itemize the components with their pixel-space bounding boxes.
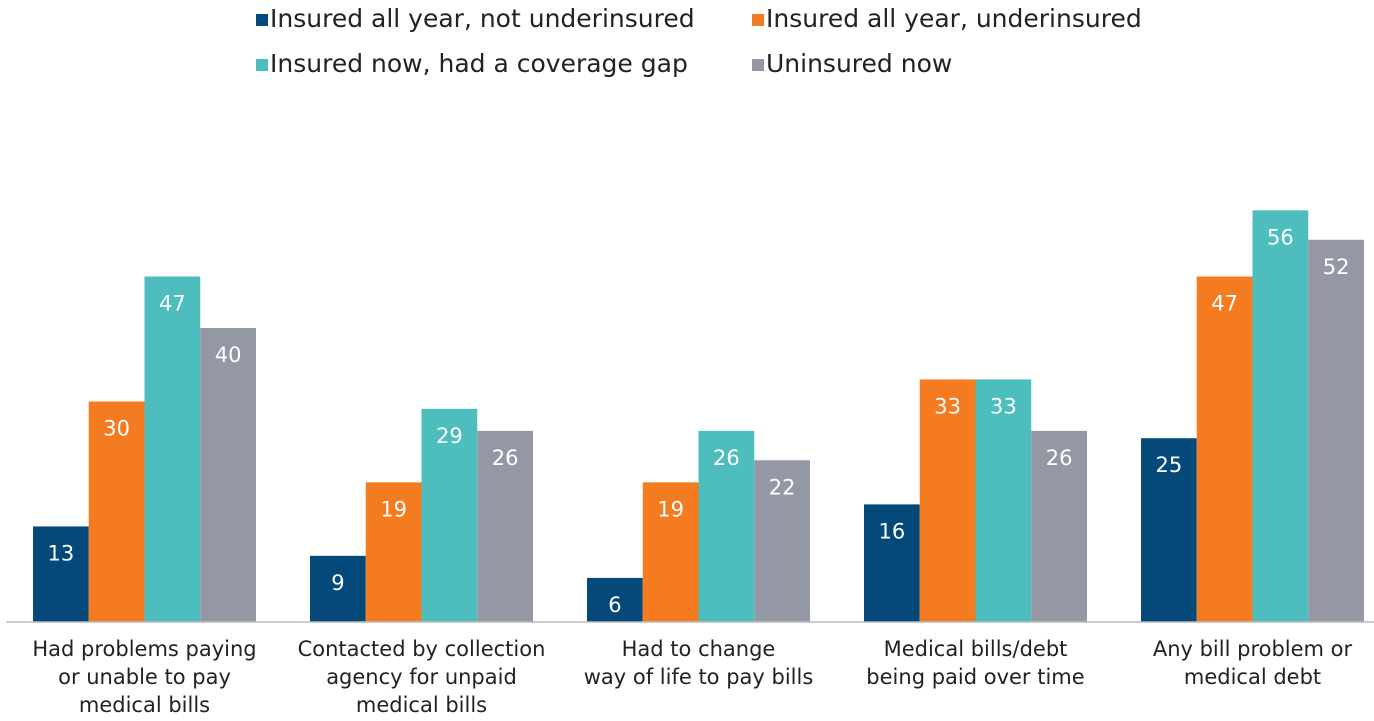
value-label: 22 [769,475,796,499]
value-label: 29 [436,424,463,448]
x-tick-label: agency for unpaid [326,665,517,689]
value-label: 6 [608,593,621,617]
legend-swatch [752,59,764,71]
x-tick-label: medical bills [356,693,487,717]
legend-swatch [752,14,764,26]
bar [698,430,755,622]
bar [1141,438,1197,622]
value-label: 25 [1156,453,1183,477]
bar [864,504,920,622]
bar [88,401,145,622]
bar [33,526,89,622]
legend-label: Uninsured now [766,49,952,78]
value-label: 26 [713,446,740,470]
bar [1308,239,1364,622]
bar [1252,210,1309,622]
value-label: 47 [1211,292,1238,316]
legend-swatch [256,59,268,71]
x-tick-label: Contacted by collection [298,637,546,661]
bar [421,408,478,622]
value-label: 19 [657,497,684,521]
bar [1031,430,1087,622]
bar [754,460,810,622]
bar [642,482,699,622]
value-label: 13 [48,541,75,565]
value-label: 52 [1323,255,1350,279]
x-tick-label: or unable to pay [58,665,231,689]
value-label: 33 [990,394,1017,418]
x-tick-label: Any bill problem or [1153,637,1353,661]
bar [200,327,256,622]
bar [477,430,533,622]
value-label: 30 [103,416,130,440]
x-tick-label: medical debt [1184,665,1321,689]
legend-swatch [256,14,268,26]
x-tick-label: medical bills [79,693,210,717]
value-label: 16 [879,519,906,543]
value-label: 33 [934,394,961,418]
bar [1196,276,1253,622]
legend-label: Insured all year, not underinsured [270,4,695,33]
value-label: 26 [492,446,519,470]
bar [975,379,1032,622]
legend-label: Insured all year, underinsured [766,4,1142,33]
value-label: 26 [1046,446,1073,470]
bar [919,379,976,622]
bar [144,276,201,622]
bar [310,555,366,622]
x-tick-label: way of life to pay bills [584,665,814,689]
value-label: 9 [331,571,344,595]
value-label: 19 [380,497,407,521]
x-tick-label: Had to change [622,637,776,661]
value-label: 47 [159,292,186,316]
x-tick-label: being paid over time [866,665,1084,689]
value-label: 56 [1267,225,1294,249]
x-tick-label: Had problems paying [32,637,256,661]
bar [587,577,643,622]
x-tick-label: Medical bills/debt [884,637,1068,661]
legend-label: Insured now, had a coverage gap [270,49,688,78]
value-label: 40 [215,343,242,367]
bar [365,482,422,622]
